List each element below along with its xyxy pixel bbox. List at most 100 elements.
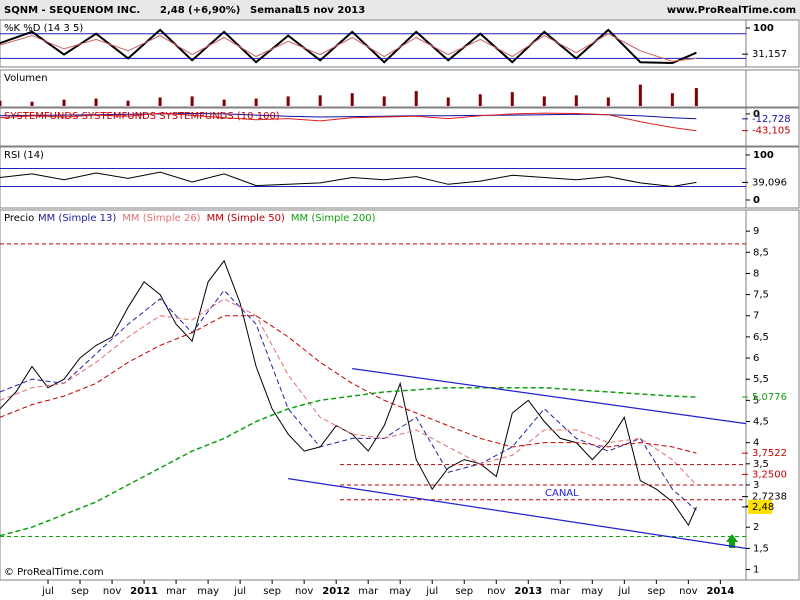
- axis-panel: [745, 19, 800, 68]
- axis-panel: [745, 209, 800, 581]
- series-line: [0, 386, 697, 537]
- volume-bar: [638, 84, 642, 106]
- series-line: [0, 28, 697, 65]
- x-tick-label: mar: [550, 586, 571, 597]
- series-line: [0, 289, 697, 511]
- x-tick-label: jul: [41, 586, 54, 597]
- x-tick-label: may: [197, 586, 219, 597]
- volume-bar: [62, 99, 66, 106]
- legend-entry: MM (Simple 26): [122, 213, 200, 224]
- legend-entry: MM (Simple 13): [38, 213, 116, 224]
- panel-title: %K %D (14 3 5): [4, 23, 83, 34]
- x-tick-label: nov: [487, 586, 505, 597]
- series-line: [0, 112, 697, 132]
- series-line: [0, 33, 697, 62]
- volume-bar: [670, 93, 674, 106]
- volume-bar: [318, 95, 322, 106]
- panel-title: Volumen: [4, 73, 48, 84]
- y-tick-label: 5,5: [753, 374, 769, 385]
- y-tick-label: 8,5: [753, 247, 769, 258]
- date: 15 nov 2013: [296, 5, 365, 16]
- x-tick-label: nov: [103, 586, 121, 597]
- y-tick-label: 4: [753, 438, 759, 449]
- y-tick-label: 6,5: [753, 332, 769, 343]
- site: www.ProRealTime.com: [667, 5, 796, 16]
- series-line: [0, 171, 697, 188]
- x-tick-label: 2013: [514, 586, 542, 597]
- series-line: [0, 315, 697, 454]
- header-bar: [0, 0, 800, 20]
- y-tick-label: 7,5: [753, 290, 769, 301]
- volume-bar: [510, 92, 514, 106]
- last-value-box: [748, 499, 772, 514]
- channel-label: CANAL: [545, 488, 579, 499]
- y-tick-label: 3,5: [753, 459, 769, 470]
- y-tick-label: 7: [753, 311, 759, 322]
- volume-bar: [694, 88, 698, 106]
- last-value-label: 39,096: [752, 177, 787, 188]
- x-tick-label: may: [581, 586, 603, 597]
- volume-bar: [126, 100, 130, 106]
- x-tick-label: 2014: [706, 586, 734, 597]
- axis-panel: [745, 69, 800, 108]
- y-tick-label: 100: [753, 150, 774, 161]
- x-tick-label: may: [389, 586, 411, 597]
- channel-line: [352, 368, 747, 425]
- last-value-label: 3,7522: [752, 448, 787, 459]
- x-tick-label: sep: [71, 586, 89, 597]
- y-tick-label: 100: [753, 23, 774, 34]
- volume-bar: [382, 96, 386, 106]
- footer: © ProRealTime.com: [4, 567, 104, 578]
- last-value-label: -12,728: [752, 114, 791, 125]
- axis-panel: [745, 146, 800, 209]
- x-tick-label: sep: [263, 586, 281, 597]
- y-tick-label: 1,5: [753, 543, 769, 554]
- quote: 2,48 (+6,90%): [160, 5, 240, 16]
- last-value-label: 2,48: [752, 502, 774, 513]
- last-value-label: -43,105: [752, 126, 791, 137]
- volume-bar: [414, 91, 418, 106]
- y-tick-label: 3: [753, 480, 759, 491]
- panel-title: Precio: [4, 213, 34, 224]
- panel-title: RSI (14): [4, 150, 44, 161]
- volume-bar: [222, 99, 226, 106]
- series-line: [0, 112, 697, 120]
- volume-bar: [94, 98, 98, 106]
- last-value-label: 31,157: [752, 49, 787, 60]
- panel-title: SYSTEMFUNDS SYSTEMFUNDS SYSTEMFUNDS (10 …: [4, 111, 280, 122]
- x-tick-label: mar: [166, 586, 187, 597]
- y-tick-label: 0: [753, 195, 760, 206]
- volume-bar: [574, 95, 578, 106]
- x-tick-label: jul: [425, 586, 438, 597]
- x-tick-label: nov: [295, 586, 313, 597]
- y-tick-label: 2: [753, 522, 759, 533]
- volume-bar: [478, 94, 482, 106]
- volume-bar: [542, 96, 546, 106]
- x-tick-label: jul: [617, 586, 630, 597]
- x-tick-label: 2011: [130, 586, 158, 597]
- last-value-label: 3,2500: [752, 469, 787, 480]
- x-tick-label: sep: [647, 586, 665, 597]
- legend-entry: MM (Simple 200): [291, 213, 376, 224]
- last-value-label: 2,7238: [752, 492, 787, 503]
- series-line: [0, 298, 697, 486]
- volume-bar: [606, 97, 610, 106]
- y-tick-label: 5: [753, 395, 759, 406]
- legend-entry: MM (Simple 50): [207, 213, 285, 224]
- x-tick-label: sep: [455, 586, 473, 597]
- x-tick-label: jul: [233, 586, 246, 597]
- volume-bar: [158, 97, 162, 106]
- y-tick-label: 6: [753, 353, 759, 364]
- volume-bar: [30, 101, 34, 106]
- y-tick-label: 4,5: [753, 416, 769, 427]
- y-tick-label: 1: [753, 565, 759, 576]
- x-tick-label: mar: [358, 586, 379, 597]
- x-tick-label: nov: [679, 586, 697, 597]
- last-value-label: 5,0776: [752, 392, 787, 403]
- y-tick-label: 8: [753, 268, 759, 279]
- y-tick-label: 9: [753, 226, 759, 237]
- symbol: SQNM - SEQUENOM INC.: [4, 5, 140, 16]
- y-tick-label: 0: [753, 109, 760, 120]
- period: Semanal: [250, 5, 298, 16]
